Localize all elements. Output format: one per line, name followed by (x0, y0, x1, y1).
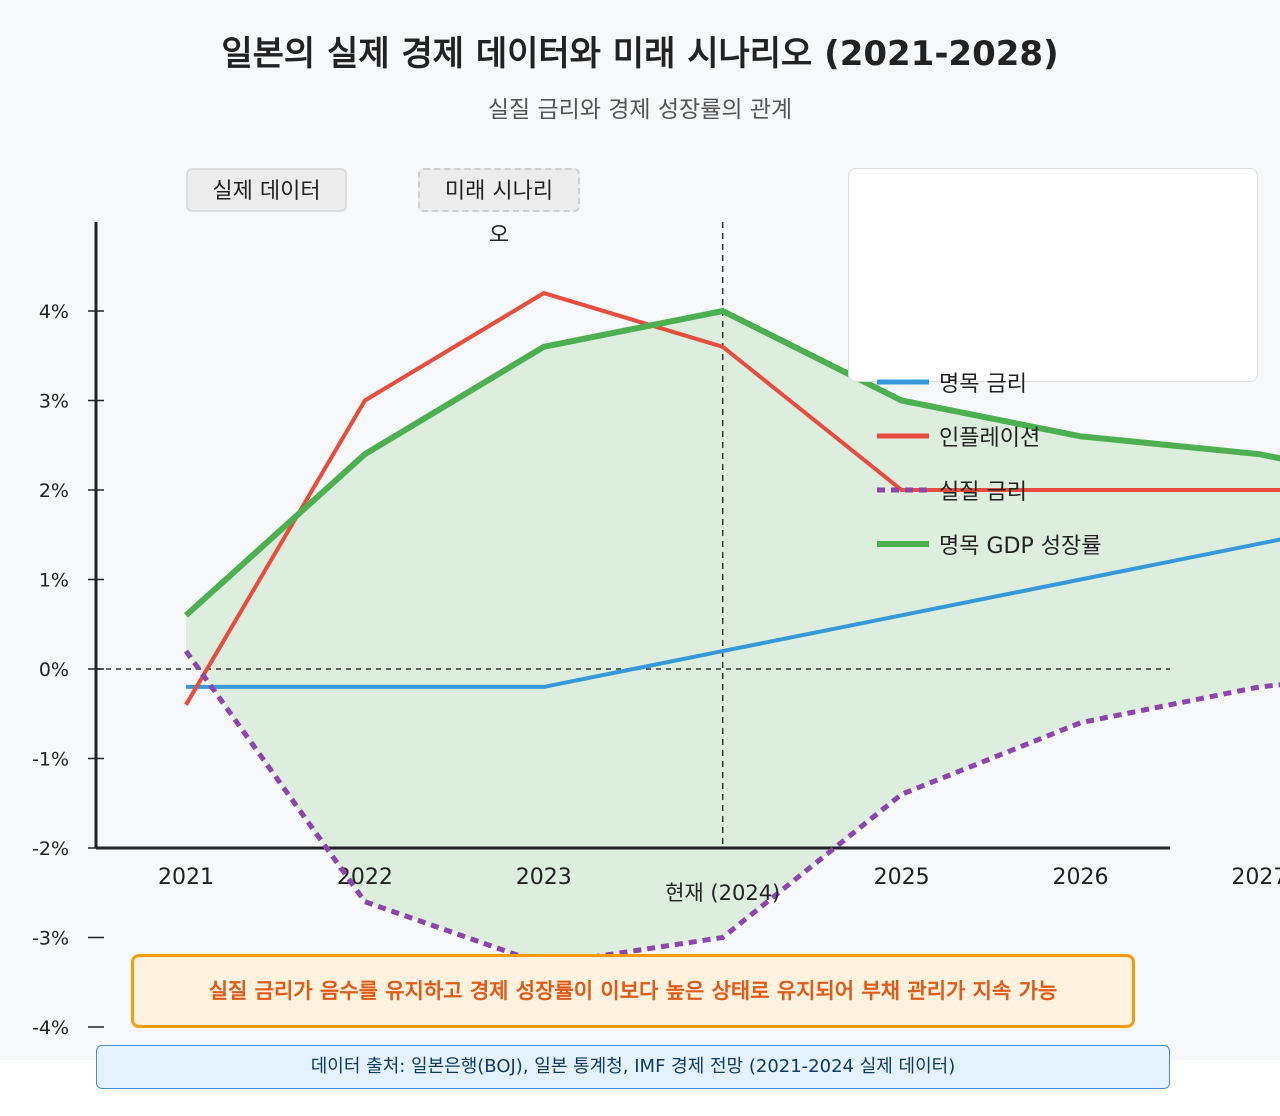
legend-item-real-rate: 실질 금리 (877, 475, 1027, 505)
y-tick-label: 0% (39, 659, 69, 681)
y-tick-label: -1% (32, 749, 69, 771)
y-tick-label: -3% (32, 928, 69, 950)
legend-swatch-nominal-rate (877, 379, 929, 385)
actual-data-tag: 실제 데이터 (186, 168, 347, 212)
legend-label-real-rate: 실질 금리 (939, 480, 1027, 505)
chart-subtitle: 실질 금리와 경제 성장률의 관계 (487, 97, 793, 123)
series-line-0 (186, 537, 1280, 689)
y-tick-label: 4% (39, 301, 69, 323)
legend-swatch-real-rate (877, 487, 929, 493)
y-tick-label: -4% (32, 1017, 69, 1039)
y-tick-label: -2% (32, 838, 69, 860)
legend-swatch-inflation (877, 433, 929, 439)
shaded-area (186, 311, 1280, 965)
chart-legend: 명목 금리 인플레이션 실질 금리 명목 GDP 성장률 (848, 168, 1258, 559)
y-tick-label: 3% (39, 391, 69, 413)
legend-label-gdp-growth: 명목 GDP 성장률 (939, 534, 1102, 559)
x-tick-label: 2022 (337, 865, 393, 890)
x-tick-label: 2027 (1231, 865, 1280, 890)
data-source-note: 데이터 출처: 일본은행(BOJ), 일본 통계청, IMF 경제 전망 (20… (96, 1045, 1170, 1089)
legend-swatch-gdp-growth (877, 541, 929, 547)
series-line-1 (184, 290, 1280, 706)
chart-title: 일본의 실제 경제 데이터와 미래 시나리오 (2021-2028) (221, 34, 1059, 74)
x-tick-label: 2023 (516, 865, 572, 890)
x-tick-label: 2026 (1053, 865, 1109, 890)
legend-label-inflation: 인플레이션 (939, 426, 1041, 451)
y-tick-label: 1% (39, 570, 69, 592)
legend-label-nominal-rate: 명목 금리 (939, 372, 1027, 397)
future-scenario-tag: 미래 시나리오 (418, 168, 580, 248)
series-line-3 (183, 307, 1280, 618)
legend-item-gdp-growth: 명목 GDP 성장률 (877, 529, 1101, 559)
line-chart: 4% 3% 2% 1% 0% -1% -2% -3% -4% 2021 2022 2023 2025 20… (32, 222, 1280, 1039)
y-tick-label: 2% (39, 480, 69, 502)
x-tick-label: 2025 (874, 865, 930, 890)
current-year-label: 현재 (2024) (665, 881, 780, 905)
legend-item-nominal-rate: 명목 금리 (877, 367, 1027, 397)
legend-item-inflation: 인플레이션 (877, 421, 1040, 451)
conclusion-callout: 실질 금리가 음수를 유지하고 경제 성장률이 이보다 높은 상태로 유지되어 … (131, 954, 1135, 1028)
series-line-2 (183, 649, 1280, 967)
x-tick-label: 2021 (158, 865, 214, 890)
